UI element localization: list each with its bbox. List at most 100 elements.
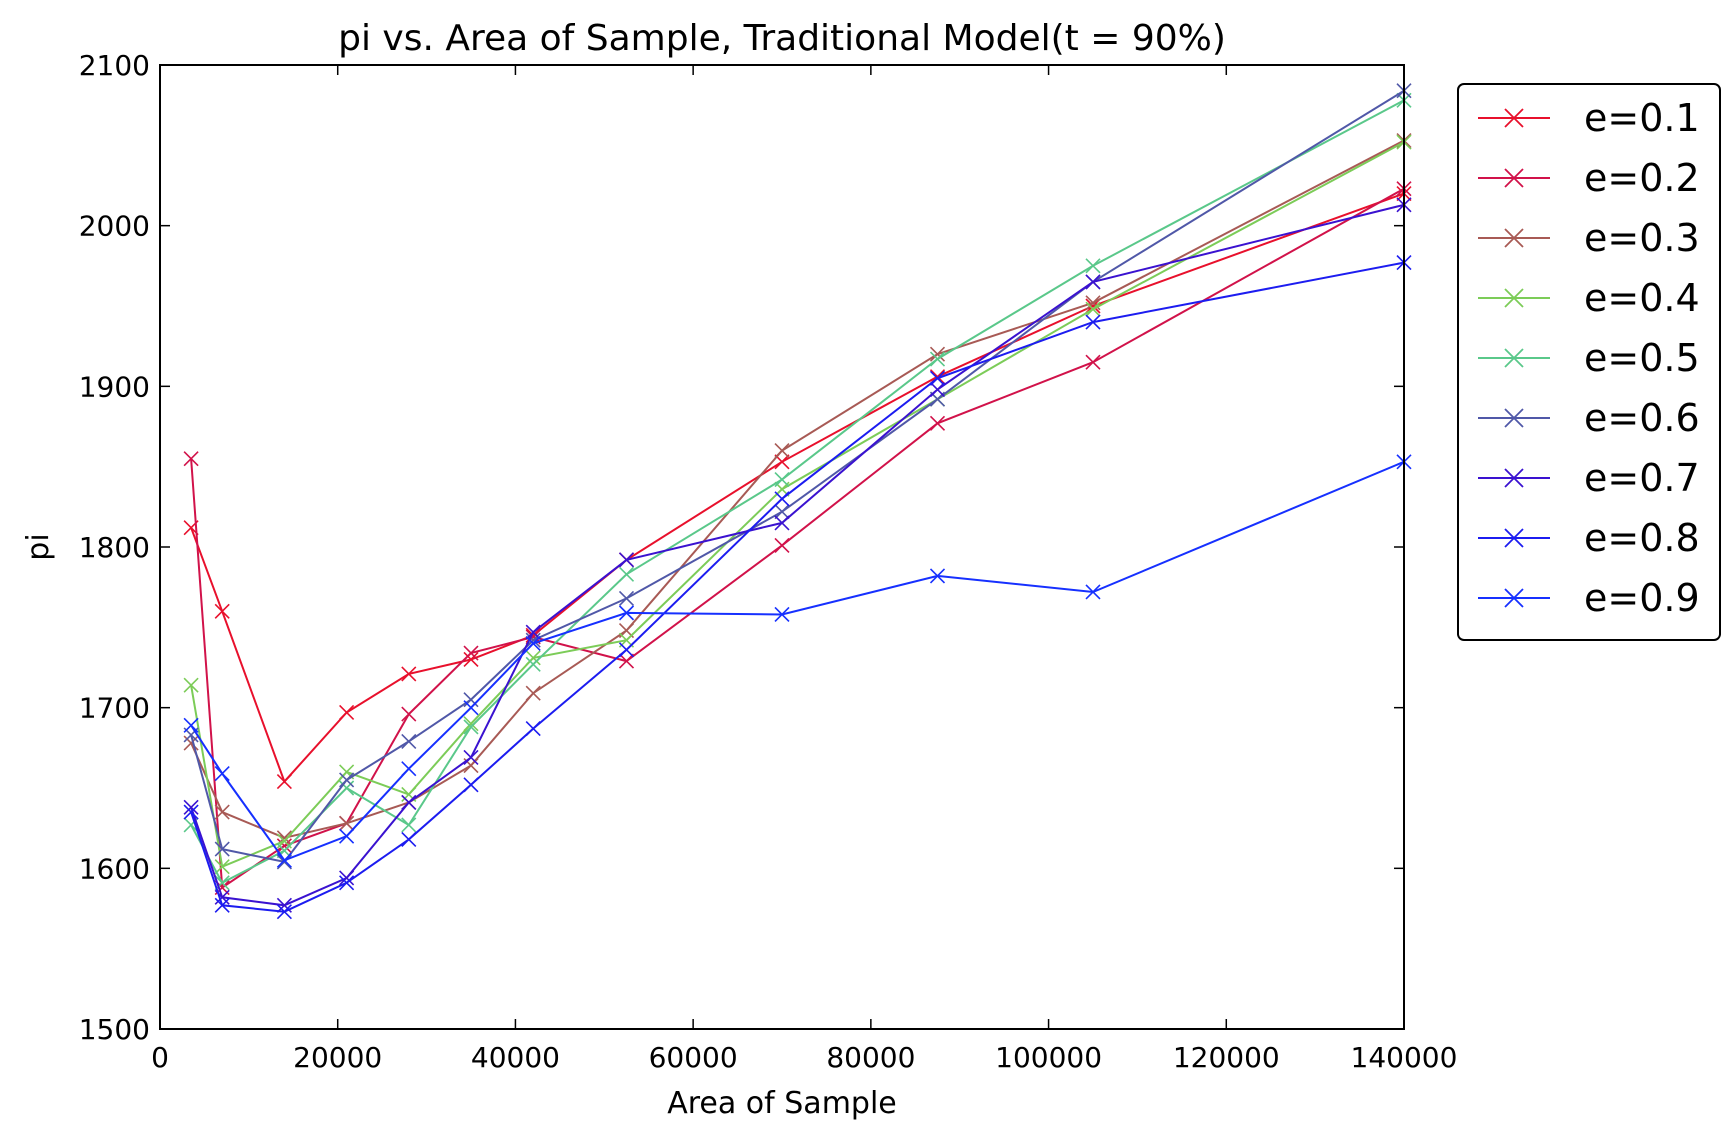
x-tick-label: 0	[151, 1041, 169, 1074]
data-point	[339, 875, 355, 891]
data-point	[276, 838, 292, 854]
data-point	[339, 828, 355, 844]
y-tick-label: 1500	[79, 1013, 150, 1046]
data-point	[618, 590, 635, 606]
data-point	[1085, 314, 1101, 330]
data-point	[1085, 258, 1101, 274]
data-point	[525, 685, 541, 701]
legend-label: e=0.8	[1584, 516, 1700, 560]
data-point	[463, 651, 479, 668]
series-line	[190, 139, 1405, 839]
data-point	[214, 859, 230, 875]
series-line	[190, 99, 1405, 885]
legend-item: e=0.6	[1478, 396, 1700, 440]
series-e=0.4	[183, 134, 1412, 875]
data-point	[929, 346, 946, 362]
data-point	[525, 656, 541, 672]
plot-frame	[159, 64, 1405, 1030]
legend-marker	[1504, 468, 1524, 488]
y-axis-title: pi	[21, 533, 56, 560]
data-point	[463, 777, 479, 793]
data-point	[525, 650, 541, 666]
legend-item: e=0.3	[1478, 216, 1700, 260]
legend-item: e=0.5	[1478, 336, 1700, 380]
legend-label: e=0.1	[1584, 96, 1700, 140]
legend-label: e=0.3	[1584, 216, 1700, 260]
data-point	[463, 749, 479, 766]
data-point	[618, 642, 635, 658]
data-point	[463, 645, 479, 661]
data-point	[1085, 584, 1101, 600]
series-e=0.6	[183, 83, 1412, 870]
data-point	[525, 624, 541, 640]
data-point	[525, 635, 541, 651]
data-point	[774, 504, 790, 520]
data-point	[463, 692, 479, 708]
x-tick-label: 80000	[826, 1041, 915, 1074]
axes: 0 20000 40000 60000 80000 100000 120000 140000 1…	[79, 49, 1458, 1074]
y-tick-label: 1900	[79, 370, 150, 403]
data-point	[183, 799, 199, 815]
legend-label: e=0.4	[1584, 276, 1700, 320]
data-point	[183, 677, 199, 693]
data-point	[618, 605, 635, 621]
data-point	[525, 720, 541, 737]
data-point	[929, 381, 946, 398]
data-point	[401, 831, 417, 847]
data-point	[401, 706, 417, 722]
data-point	[774, 515, 790, 531]
legend-label: e=0.7	[1584, 456, 1700, 500]
data-point	[339, 780, 355, 796]
series-line	[190, 460, 1405, 862]
data-point	[401, 817, 417, 833]
legend-item: e=0.1	[1478, 96, 1700, 140]
data-point	[276, 852, 292, 868]
legend-label: e=0.5	[1584, 336, 1700, 380]
data-point	[214, 897, 230, 913]
legend-marker	[1504, 228, 1524, 248]
data-point	[929, 415, 946, 431]
data-point	[463, 716, 479, 732]
data-point	[618, 552, 635, 568]
data-point	[1085, 274, 1101, 290]
data-point	[401, 733, 417, 749]
data-point	[1085, 354, 1101, 370]
legend-item: e=0.8	[1478, 516, 1700, 560]
data-point	[214, 841, 230, 857]
y-tick-label: 1600	[79, 852, 150, 885]
series-line	[190, 187, 1405, 890]
series-line	[190, 261, 1405, 913]
data-point	[214, 603, 230, 619]
data-point	[774, 491, 790, 507]
x-axis-title: Area of Sample	[667, 1086, 897, 1121]
data-point	[618, 653, 635, 669]
data-point	[183, 735, 199, 751]
data-point	[929, 370, 946, 386]
legend-label: e=0.9	[1584, 576, 1700, 620]
legend-box	[1457, 83, 1721, 641]
data-point	[463, 719, 479, 735]
legend-marker	[1504, 288, 1524, 308]
series-e=0.5	[183, 92, 1412, 891]
data-point	[183, 717, 199, 733]
data-point	[339, 772, 355, 788]
data-point	[774, 471, 790, 488]
data-point	[276, 854, 292, 870]
legend-item: e=0.9	[1478, 576, 1700, 620]
y-tick-label: 2100	[79, 49, 150, 82]
legend-marker	[1504, 408, 1524, 428]
legend-item: e=0.7	[1478, 456, 1700, 500]
data-point	[401, 761, 417, 777]
legend-label: e=0.2	[1584, 156, 1700, 200]
data-point	[1085, 301, 1101, 317]
data-point	[774, 537, 790, 553]
legend-marker	[1504, 108, 1524, 128]
data-point	[618, 566, 635, 582]
legend: e=0.1 e=0.2 e=0.3 e=0.4 e=0.5 e=0.6 e=0.7 e=0.8…	[1457, 83, 1721, 641]
plot-area	[183, 83, 1412, 920]
data-point	[774, 606, 790, 623]
data-point	[214, 875, 230, 891]
series-e=0.2	[183, 181, 1412, 896]
data-point	[401, 666, 417, 682]
